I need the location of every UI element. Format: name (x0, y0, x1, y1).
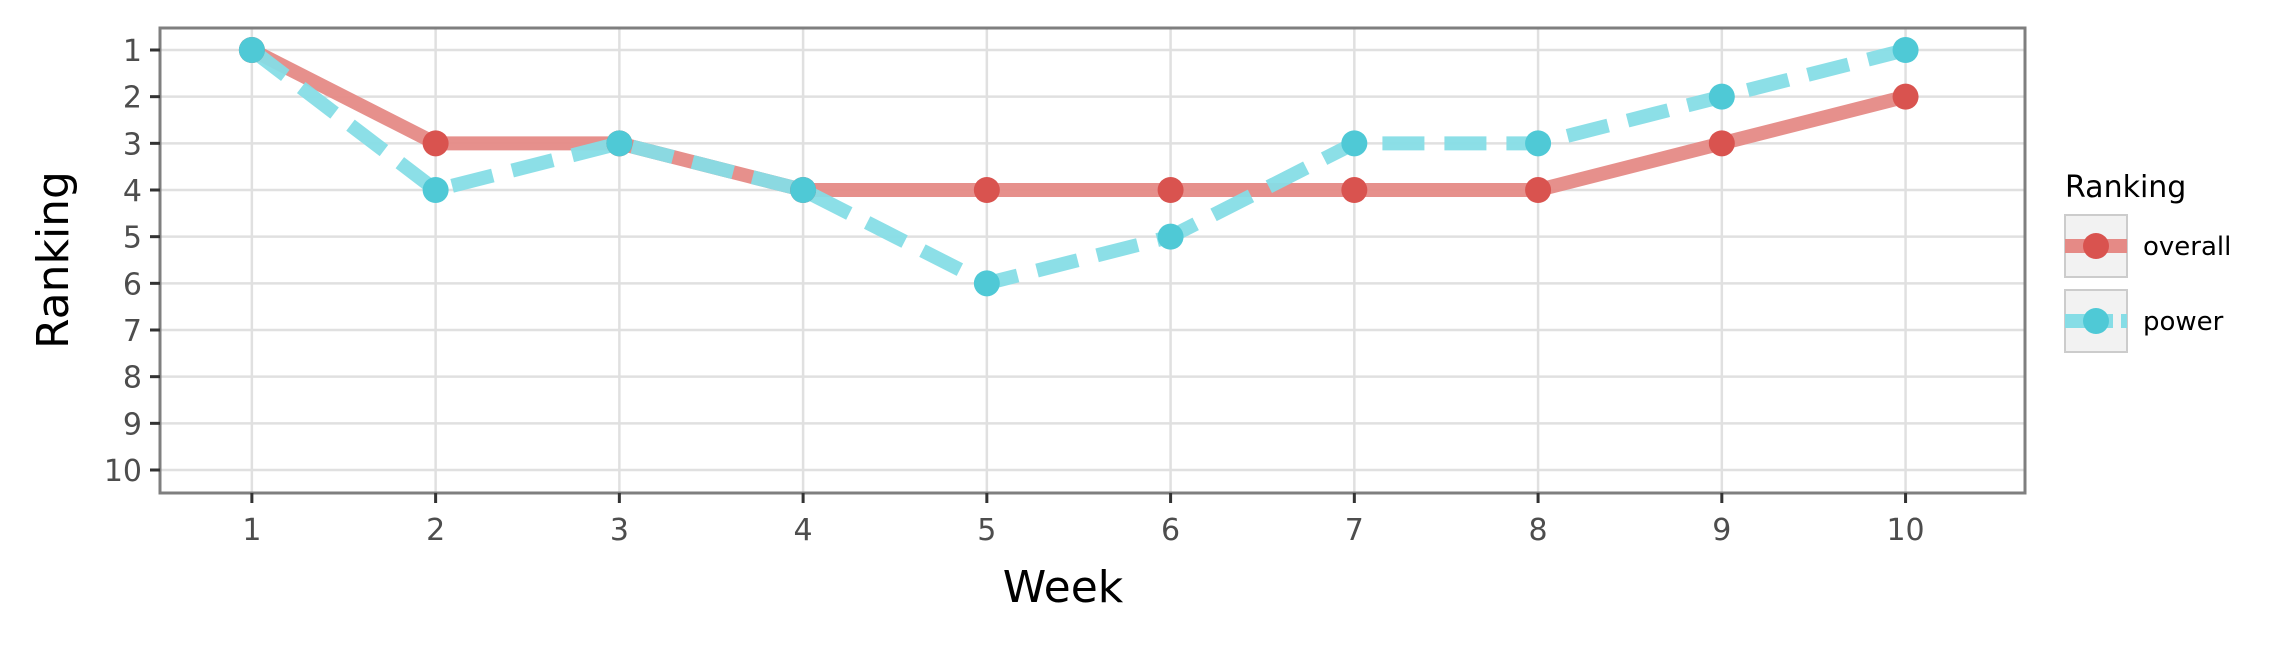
y-tick-label: 6 (123, 267, 142, 302)
data-point-power (790, 177, 817, 203)
y-tick-label: 5 (123, 221, 142, 256)
y-tick-label: 1 (123, 34, 142, 69)
legend-items: overall power (2064, 214, 2231, 353)
data-point-overall (1525, 177, 1552, 203)
data-point-overall (1341, 177, 1368, 203)
x-tick-label: 3 (610, 513, 629, 548)
data-point-power (606, 130, 633, 157)
data-point-overall (1157, 177, 1184, 203)
data-point-overall (422, 130, 449, 157)
lines-layer (247, 43, 1908, 291)
x-tick-label: 2 (426, 513, 445, 548)
data-point-power (1525, 130, 1552, 157)
markers-layer (238, 37, 1919, 297)
x-tick-label: 5 (977, 513, 996, 548)
x-tick-label: 7 (1345, 513, 1364, 548)
data-point-overall (973, 177, 1000, 203)
x-axis-title: Week (1003, 562, 1124, 613)
data-point-overall (1708, 130, 1735, 157)
legend-key-marker-power (2083, 308, 2109, 334)
x-tick-label: 1 (242, 513, 261, 548)
series-line-power (247, 43, 1908, 291)
y-tick-label: 8 (123, 361, 142, 396)
data-point-overall (1892, 83, 1919, 110)
y-axis-title: Ranking (28, 171, 79, 349)
x-tick-label: 8 (1529, 513, 1548, 548)
x-tick-label: 6 (1161, 513, 1180, 548)
data-point-power (1157, 223, 1184, 250)
legend-key-marker-overall (2083, 233, 2109, 259)
x-tick-label: 9 (1712, 513, 1731, 548)
legend: Ranking overall power (2064, 170, 2231, 353)
ticks-layer: 1 2 3 4 5 6 7 8 9 10 1 2 3 4 5 6 7 8 9 10 (104, 34, 1925, 548)
y-tick-label: 3 (123, 127, 142, 162)
legend-title: Ranking (2065, 170, 2186, 205)
data-point-power (1341, 130, 1368, 157)
grid-layer (160, 28, 2025, 493)
data-point-power (422, 177, 449, 203)
plot-border (158, 26, 2027, 495)
legend-label-power: power (2143, 307, 2224, 337)
y-tick-label: 7 (123, 314, 142, 349)
data-point-power (1892, 37, 1919, 63)
x-tick-label: 10 (1886, 513, 1924, 548)
y-tick-label: 2 (123, 81, 142, 116)
series-line-overall (248, 43, 1908, 197)
y-tick-label: 9 (123, 407, 142, 442)
legend-label-overall: overall (2143, 232, 2231, 262)
y-tick-label: 10 (104, 454, 142, 489)
data-point-power (1708, 83, 1735, 110)
x-tick-label: 4 (794, 513, 813, 548)
data-point-power (973, 270, 1000, 297)
y-tick-label: 4 (123, 174, 142, 209)
data-point-power (238, 37, 265, 63)
